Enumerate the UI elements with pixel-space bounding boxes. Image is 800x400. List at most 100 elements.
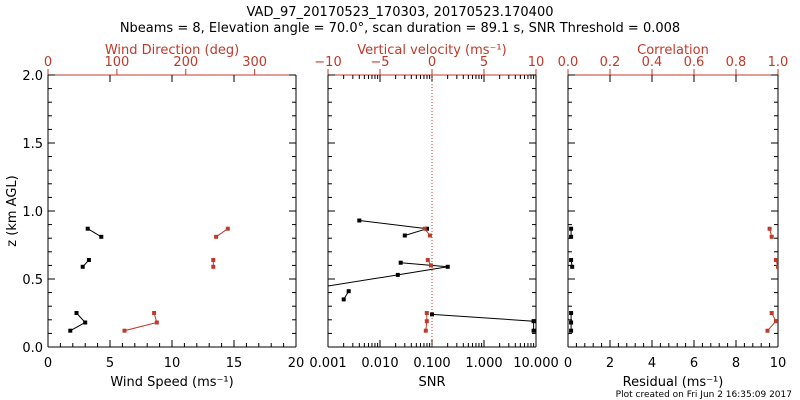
data-point	[74, 311, 79, 315]
data-point	[569, 258, 574, 262]
data-point	[429, 263, 433, 268]
data-point	[99, 234, 104, 239]
data-point	[68, 328, 73, 333]
bottom-tick-label: 10.000	[513, 356, 559, 371]
data-point	[422, 226, 427, 231]
bottom-tick-label: 0.100	[413, 356, 450, 371]
top-tick-label: 0.0	[558, 55, 579, 70]
series-line	[359, 220, 428, 236]
top-tick-label: 0.6	[684, 55, 705, 70]
data-point	[398, 260, 403, 265]
panel-snr: 0.001 0.010 0.100 1.000 10.000 −10 −5 0 5 10 SNR Ve…	[309, 43, 558, 390]
data-point	[122, 328, 127, 333]
data-point	[569, 234, 574, 239]
top-tick-label: 300	[242, 55, 267, 70]
series-line	[431, 313, 535, 331]
data-point	[152, 311, 157, 315]
data-point	[569, 311, 574, 315]
data-point	[430, 312, 434, 317]
data-point	[569, 320, 574, 325]
top-tick-label: 0	[44, 55, 52, 70]
series-group	[310, 218, 536, 333]
bottom-axis-label: Wind Speed (ms⁻¹)	[110, 375, 233, 390]
top-tick-label: 0	[428, 55, 436, 70]
top-tick-label: 200	[173, 55, 198, 70]
series-line	[87, 228, 102, 238]
data-point	[395, 272, 400, 277]
data-point	[80, 264, 85, 269]
top-tick-label: 1.0	[768, 55, 789, 70]
data-point	[154, 320, 159, 325]
y-axis-label: z (km AGL)	[5, 175, 20, 246]
data-point	[341, 297, 346, 302]
bottom-tick-label: 20	[288, 356, 305, 371]
data-point	[765, 328, 770, 333]
series-line	[70, 312, 86, 332]
data-point	[346, 289, 351, 294]
bottom-tick-label: 0.010	[361, 356, 398, 371]
title-line-1: VAD_97_20170523_170303, 20170523.170400	[247, 5, 554, 20]
bottom-tick-label: 8	[732, 356, 740, 371]
data-point	[86, 258, 91, 262]
data-point	[310, 287, 314, 291]
bottom-tick-label: 4	[648, 356, 656, 371]
y-tick-label: 0.0	[22, 341, 43, 356]
series-group	[569, 226, 778, 333]
data-point	[531, 328, 536, 333]
data-point	[445, 264, 450, 269]
panel-residual: 0 2 4 6 8 10 0.0 0.2 0.4 0.6 0.8 1.0 Residual (ms⁻¹)…	[558, 43, 789, 390]
top-tick-label: −5	[370, 55, 389, 70]
data-point	[211, 258, 216, 262]
data-point	[425, 258, 430, 262]
top-tick-label: 0.4	[642, 55, 663, 70]
data-point	[773, 319, 778, 324]
data-point	[83, 320, 88, 325]
bottom-tick-label: 1.000	[465, 356, 502, 371]
bottom-tick-label: 15	[226, 356, 243, 371]
data-point	[423, 328, 428, 333]
bottom-tick-label: 5	[106, 356, 114, 371]
top-axis-label: Vertical velocity (ms⁻¹)	[357, 43, 506, 58]
plot-created-note: Plot created on Fri Jun 2 16:35:09 2017	[616, 390, 792, 400]
data-point	[569, 328, 574, 333]
top-axis-label: Correlation	[637, 43, 709, 58]
data-point	[424, 319, 429, 324]
series-group	[68, 226, 230, 333]
data-point	[424, 311, 429, 315]
data-point	[769, 234, 774, 239]
top-axis-label: Wind Direction (deg)	[105, 43, 239, 58]
data-point	[776, 264, 778, 269]
bottom-tick-label: 6	[690, 356, 698, 371]
y-tick-label: 0.5	[22, 273, 43, 288]
series-line	[328, 262, 448, 287]
title-line-2: Nbeams = 8, Elevation angle = 70.0°, sca…	[120, 21, 680, 36]
bottom-tick-label: 10	[770, 356, 787, 371]
data-point	[773, 258, 778, 262]
y-tick-label: 2.0	[22, 69, 43, 84]
y-tick-label: 1.0	[22, 205, 43, 220]
bottom-axis-label: Residual (ms⁻¹)	[623, 375, 724, 390]
data-point	[569, 226, 574, 231]
data-point	[85, 226, 90, 231]
data-point	[225, 226, 230, 231]
data-point	[531, 319, 536, 324]
data-point	[402, 233, 407, 238]
top-tick-label: 100	[104, 55, 129, 70]
bottom-tick-label: 0	[564, 356, 572, 371]
bottom-tick-label: 0.001	[309, 356, 346, 371]
data-point	[427, 233, 432, 238]
series-line	[124, 312, 158, 332]
data-point	[769, 311, 774, 315]
data-point	[214, 234, 219, 239]
data-point	[767, 226, 772, 231]
data-point	[425, 226, 429, 231]
data-point	[211, 264, 216, 269]
data-point	[357, 218, 362, 223]
top-tick-label: 0.8	[726, 55, 747, 70]
bottom-tick-label: 0	[44, 356, 52, 371]
top-tick-label: −10	[314, 55, 341, 70]
bottom-tick-label: 10	[164, 356, 181, 371]
